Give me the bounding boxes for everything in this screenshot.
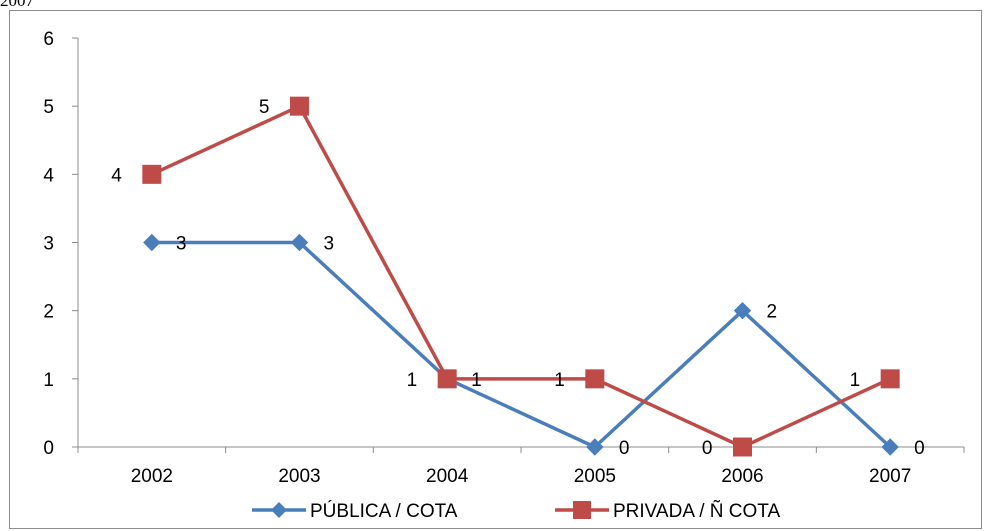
legend-diamond-marker [271, 502, 287, 518]
y-tick-label: 2 [43, 302, 54, 323]
square-marker [880, 369, 900, 389]
data-label: 1 [554, 370, 565, 391]
cutoff-year-text: 2007 [0, 0, 34, 10]
y-tick-label: 5 [43, 97, 54, 118]
data-label: 0 [619, 438, 630, 459]
series-privada [142, 96, 900, 457]
series-publica [143, 233, 899, 456]
legend-label: PÚBLICA / COTA [310, 500, 458, 522]
legend-square-marker [573, 501, 591, 519]
legend-item-publica: PÚBLICA / COTA [252, 500, 458, 522]
data-label: 3 [176, 234, 187, 255]
square-marker [290, 96, 309, 116]
data-label: 0 [702, 438, 713, 459]
legend-item-privada: PRIVADA / Ñ COTA [555, 500, 780, 522]
square-marker [142, 164, 162, 184]
square-marker [437, 369, 457, 389]
series-line [151, 104, 891, 449]
x-tick-label: 2006 [721, 466, 763, 487]
diamond-marker [733, 301, 752, 320]
legend: PÚBLICA / COTA PRIVADA / Ñ COTA [252, 500, 780, 522]
data-label: 4 [111, 165, 122, 186]
series-layer [142, 96, 900, 457]
y-tick-label: 4 [43, 165, 54, 186]
data-label: 0 [914, 438, 925, 459]
diamond-marker [143, 233, 161, 252]
data-label-layer: 3 3 1 0 2 0 4 5 1 1 0 1 [111, 97, 924, 459]
x-tick-label: 2002 [131, 466, 173, 487]
data-label: 2 [767, 302, 778, 323]
data-label: 1 [407, 370, 418, 391]
chart-frame [9, 10, 982, 529]
diamond-marker [586, 438, 604, 456]
x-tick-label: 2007 [869, 466, 911, 487]
y-tick-label: 1 [43, 370, 54, 391]
square-marker [585, 369, 605, 389]
square-marker [733, 437, 752, 457]
data-label: 3 [324, 234, 335, 255]
y-tick-label: 3 [43, 234, 54, 255]
x-tick-label: 2003 [278, 466, 320, 487]
x-tick-label: 2005 [574, 466, 616, 487]
data-label: 1 [850, 370, 861, 391]
diamond-marker [881, 438, 899, 456]
legend-label: PRIVADA / Ñ COTA [613, 500, 780, 522]
y-tick-label: 0 [43, 438, 54, 459]
data-label: 5 [259, 97, 270, 118]
series-line [151, 240, 892, 449]
x-tick-label: 2004 [426, 466, 469, 487]
y-tick-label: 6 [43, 29, 54, 50]
data-label: 1 [471, 370, 482, 391]
diamond-marker [290, 233, 309, 252]
